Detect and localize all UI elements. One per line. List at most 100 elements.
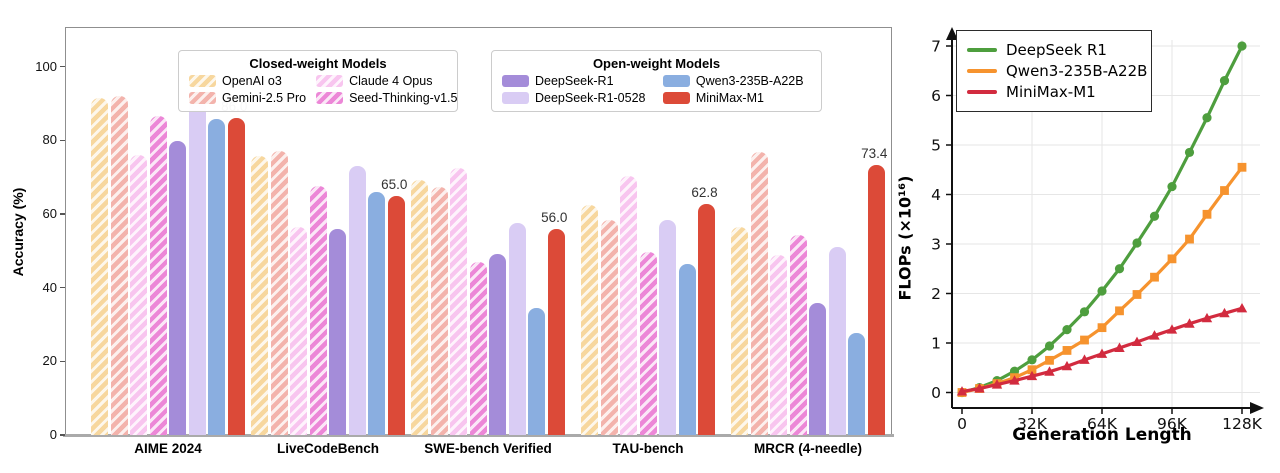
bar-minimax-m1-aime-2024 [227,118,245,435]
marker-square-icon [1237,162,1247,172]
category-label-aime-2024: AIME 2024 [134,441,202,456]
legend-line-icon [967,69,997,73]
y-tick-label: 4 [931,186,941,204]
legend-item-gemini-2-5-pro: Gemini-2.5 Pro [189,91,306,105]
bar-openai-o3-aime-2024 [91,97,109,435]
x-tick-label: 0 [957,415,967,433]
y-tick-mark [60,434,65,436]
legend-item-label: Gemini-2.5 Pro [222,91,307,105]
line-chart-svg: 0 1 2 3 4 5 6 7 0 32K 64K 96K 128K [931,27,1264,433]
marker-circle-icon [1167,181,1177,192]
y-tick-label: 3 [931,236,941,254]
marker-triangle-icon [1009,375,1020,385]
y-tick-label: 6 [931,87,941,105]
marker-square-icon [1097,323,1107,333]
legend-swatch-icon [189,75,216,87]
legend-item-label: Qwen3-235B-A22B [695,74,804,88]
bar-claude-4-opus-livecodebench [290,226,308,435]
legend-swatch-icon [662,75,690,87]
legend-open-weight-models: Open-weight Models DeepSeek-R1 Qwen3-235B… [491,50,822,112]
y-tick-label: 5 [931,137,941,155]
marker-square-icon [1220,186,1229,195]
x-tick-label: 128K [1222,415,1263,433]
legend-item-label: Seed-Thinking-v1.5 [349,91,458,105]
marker-triangle-icon [1149,330,1160,340]
category-label-tau-bench: TAU-bench [612,441,684,456]
legend-item-label: MiniMax-M1 [695,91,764,105]
legend-closed-weight-models: Closed-weight Models OpenAI o3 Claude 4 O… [178,50,458,112]
legend-swatch-icon [502,75,529,87]
marker-circle-icon [1132,238,1142,248]
marker-triangle-icon [1184,318,1195,328]
bar-seed-thinking-v1-5-tau-bench [639,251,657,435]
y-tick-mark [60,360,65,363]
value-label-minimax-m1: 73.4 [861,145,888,161]
bar-claude-4-opus-tau-bench [620,176,637,435]
marker-triangle-icon [1026,370,1038,381]
bar-openai-o3-tau-bench [581,204,598,435]
marker-circle-icon [1219,76,1230,86]
marker-triangle-icon [991,379,1003,389]
y-tick-label: 0 [931,384,941,402]
legend-item-deepseek-r1: DeepSeek R1 [967,41,1141,59]
marker-circle-icon [1027,355,1037,365]
bar-gemini-2-5-pro-mrcr-4-needle [750,152,768,435]
value-label-minimax-m1: 62.8 [691,184,718,200]
marker-circle-icon [1062,325,1072,335]
bar-gemini-2-5-pro-aime-2024 [110,96,128,435]
y-tick-label: 7 [931,38,941,56]
legend-item-claude-4-opus: Claude 4 Opus [316,74,457,88]
right-x-axis-title: Generation Length [1012,425,1192,445]
y-tick-label: 0 [49,427,57,442]
category-label-mrcr-4-needle: MRCR (4-needle) [753,441,862,456]
bar-qwen3-235b-a22b-mrcr-4-needle [848,332,866,435]
marker-triangle-icon [1219,307,1230,318]
category-label-livecodebench: LiveCodeBench [276,441,380,456]
y-tick-label: 100 [35,58,57,74]
legend-line-icon [967,90,997,94]
legend-item-label: DeepSeek-R1-0528 [535,91,646,105]
marker-square-icon [1185,234,1194,244]
bar-openai-o3-livecodebench [251,155,269,435]
bar-minimax-m1-mrcr-4-needle [867,164,885,435]
x-tick-label: 64K [1087,415,1118,433]
bar-claude-4-opus-aime-2024 [130,155,148,435]
marker-square-icon [1167,254,1177,264]
legend-item-label: Qwen3-235B-A22B [1006,62,1148,80]
bar-gemini-2-5-pro-tau-bench [600,219,618,435]
marker-circle-icon [1202,113,1212,123]
bar-gemini-2-5-pro-swe-bench-verified [430,187,448,435]
bar-deepseek-r1-0528-aime-2024 [188,98,206,435]
marker-square-icon [1062,346,1072,355]
bar-minimax-m1-livecodebench [387,195,405,435]
bar-claude-4-opus-mrcr-4-needle [770,254,788,435]
value-label-minimax-m1: 56.0 [541,209,568,225]
y-tick-mark [60,286,65,289]
legend-swatch-icon [662,92,690,104]
bar-minimax-m1-swe-bench-verified [547,228,565,435]
right-y-axis-title: FLOPs (×10¹⁶) [895,175,915,301]
y-tick-label: 1 [931,335,941,353]
legend-swatch-icon [502,92,529,104]
legend-item-seed-thinking-v1-5: Seed-Thinking-v1.5 [316,91,457,105]
marker-circle-icon [1044,341,1055,351]
bar-deepseek-r1-0528-tau-bench [659,219,676,435]
y-tick-mark [60,213,65,215]
marker-square-icon [1202,209,1212,219]
legend-item-label: DeepSeek-R1 [535,74,614,88]
bar-gemini-2-5-pro-livecodebench [270,151,288,435]
bar-seed-thinking-v1-5-swe-bench-verified [469,261,487,435]
left-y-axis-title: Accuracy (%) [10,187,26,277]
bar-claude-4-opus-swe-bench-verified [450,167,468,435]
marker-circle-icon [1237,41,1247,51]
bar-qwen3-235b-a22b-tau-bench [678,264,696,435]
y-tick-label: 60 [42,206,57,221]
marker-square-icon [1150,272,1159,282]
legend-open-title: Open-weight Models [592,56,721,71]
marker-circle-icon [1114,264,1125,274]
legend-swatch-icon [316,92,344,104]
legend-line-icon [967,48,997,52]
legend-item-label: OpenAI o3 [222,74,282,88]
